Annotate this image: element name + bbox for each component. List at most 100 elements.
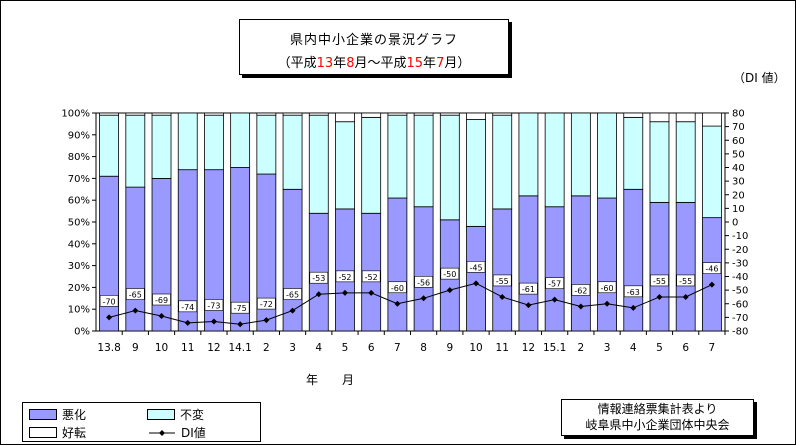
bar-unchanged [177,112,198,171]
di-marker [315,291,322,298]
di-label-box [623,285,643,298]
di-label-box [466,261,486,273]
legend: 悪化 不変 好転 DI値 [22,402,261,442]
right-axis-tick-label: -40 [732,272,748,283]
bar-worse [387,197,408,332]
legend-label-better: 好転 [62,426,87,440]
di-marker [106,314,113,321]
subtitle-part: 7 [436,56,445,71]
x-axis-tick-label: 3 [604,342,611,354]
left-axis-tick-label: 20% [68,283,90,294]
di-marker [237,321,244,328]
legend-item-di: DI値 [147,424,206,441]
bar-worse [151,177,172,332]
right-axis-tick-label: -10 [732,231,748,242]
bar-unchanged [544,112,565,208]
di-data-label: -63 [627,288,640,297]
legend-label-unchanged: 不変 [180,408,205,422]
di-data-label: -56 [417,278,430,287]
x-axis-tick-label: 4 [630,342,637,354]
subtitle-part: 8 [346,56,355,71]
right-axis-tick-label: 20 [732,190,745,201]
x-axis-tick-label: 10 [155,342,168,354]
bar-better [335,112,355,123]
bar-better [649,112,670,123]
bar-worse [597,197,617,332]
bar-unchanged [256,114,277,175]
left-axis-tick-label: 30% [68,261,90,272]
bar-unchanged [125,114,146,188]
bar-unchanged [492,114,513,210]
di-label-box [257,297,276,310]
di-marker [289,307,296,314]
di-marker [132,307,139,314]
bar-unchanged [413,114,434,208]
x-axis-tick-label: 4 [315,342,322,354]
di-data-label: -60 [601,284,614,293]
di-data-label: -45 [469,263,482,272]
di-marker [420,295,427,302]
di-data-label: -75 [234,304,247,313]
legend-swatch-di [149,430,175,436]
di-marker [184,319,191,326]
subtitle-part: 年 [333,56,347,71]
legend-item-worse: 悪化 [29,406,86,423]
bar-unchanged [701,125,722,219]
di-label-box [230,301,250,314]
di-data-label: -46 [705,265,718,274]
source-line-1: 情報連絡票集計表より [597,402,718,416]
chart-subtitle: （平成13年8月〜平成15年7月） [240,52,508,71]
x-axis-tick-label: 2 [578,342,585,354]
di-marker [682,293,689,300]
di-marker [525,302,532,309]
left-axis-tick-label: 100% [61,109,90,120]
left-axis-tick-label: 50% [68,218,90,229]
di-marker [263,317,270,324]
di-marker [446,287,453,294]
bar-unchanged [675,121,696,203]
bar-unchanged [99,114,120,177]
di-label-box [283,288,302,300]
di-marker [604,300,611,307]
source-note: 情報連絡票集計表より 岐阜県中小企業団体中央会 [561,399,754,436]
x-axis-tick-label: 12 [207,342,220,354]
bar-better [361,112,382,118]
legend-item-better: 好転 [29,424,86,441]
bar-unchanged [151,114,172,179]
di-line [108,282,713,325]
subtitle-part: 13 [316,56,334,71]
right-axis-tick-label: 60 [732,136,745,147]
chart-title: 県内中小企業の景況グラフ [289,33,458,48]
subtitle-part: （平成 [277,56,317,71]
bar-unchanged [570,112,591,197]
di-data-label: -65 [286,291,299,300]
legend-swatch-unchanged [147,409,175,420]
di-marker [708,281,715,288]
right-axis-tick-label: 70 [732,122,745,133]
di-label-box [126,288,145,300]
x-axis-tick-label: 3 [289,342,296,354]
right-axis-tick-label: 0 [732,218,738,229]
x-axis-tick-label: 11 [496,342,509,354]
bar-better [492,112,513,116]
bar-unchanged [308,114,329,214]
di-data-label: -69 [155,296,168,305]
x-axis-tick-label: 6 [368,342,375,354]
x-axis-tick-label: 7 [709,342,716,354]
x-axis-tick-label: 5 [656,342,663,354]
bar-unchanged [204,114,224,171]
di-data-label: -61 [522,285,535,294]
di-data-label: -52 [338,273,351,282]
di-marker [368,289,375,296]
di-label-box [414,275,433,288]
right-axis-tick-label: -70 [732,313,748,324]
legend-label-di: DI値 [181,426,206,440]
bar-worse [335,208,355,332]
di-label-box [388,281,407,294]
di-marker [158,313,165,320]
bar-better [387,112,408,116]
right-axis-tick-label: 10 [732,204,745,215]
bar-unchanged [387,114,408,199]
di-label-box [440,267,460,280]
